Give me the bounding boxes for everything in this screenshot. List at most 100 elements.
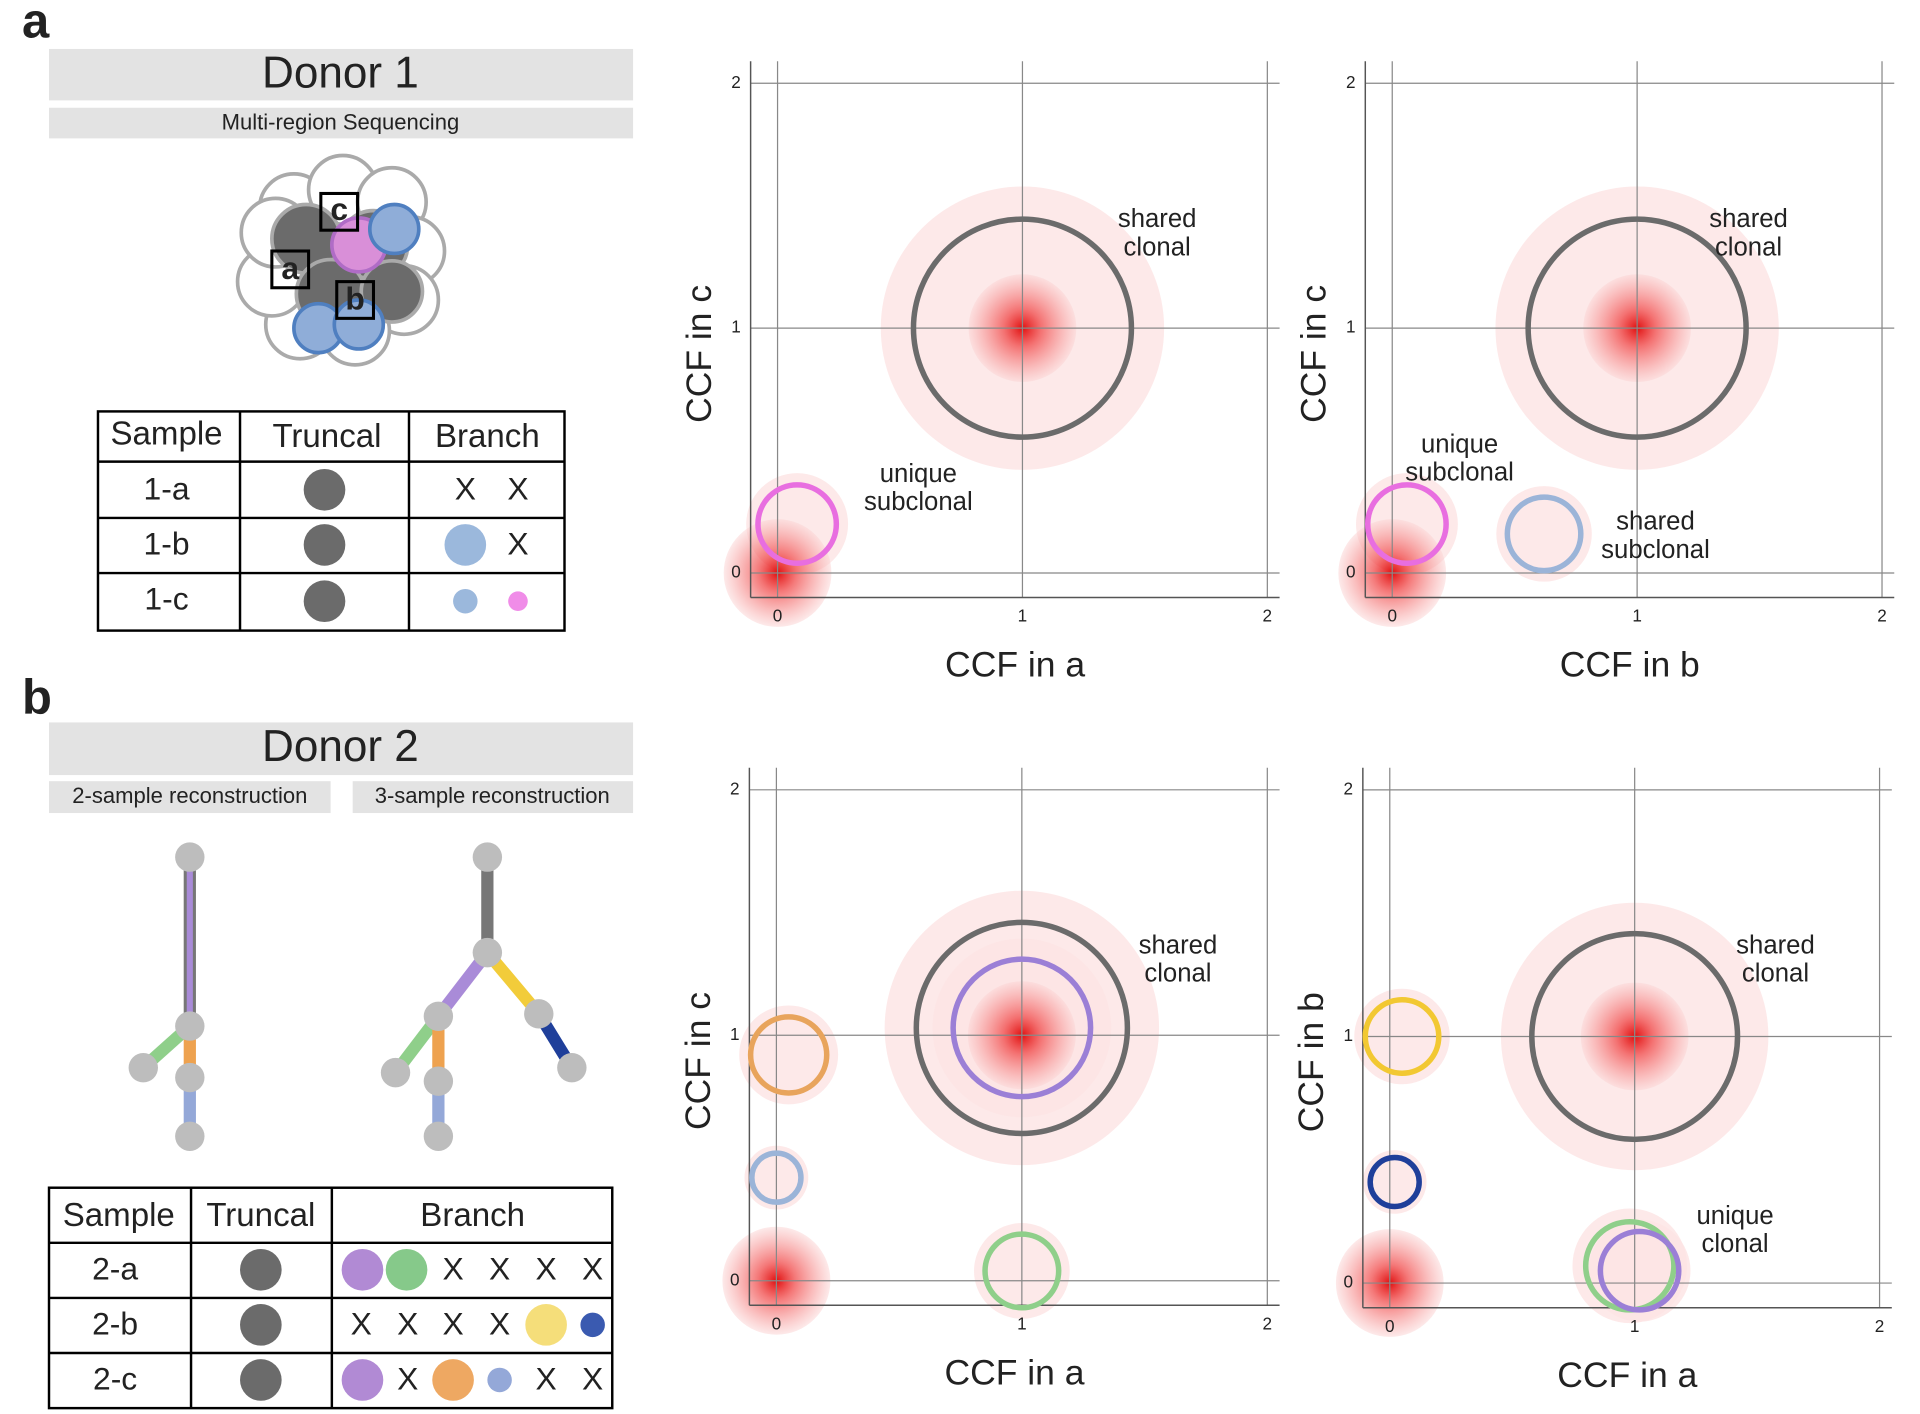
x-tick-label: 2 (1263, 606, 1273, 626)
annotation: subclonal (1601, 536, 1710, 564)
table-header: Branch (420, 1197, 525, 1234)
y-tick-label: 2 (1344, 778, 1354, 798)
y-tick-label: 0 (1346, 562, 1356, 582)
table-cell: X (442, 1305, 463, 1341)
panel-subtitle: Multi-region Sequencing (222, 109, 460, 134)
cluster-circle (1367, 1154, 1422, 1210)
y-tick-label: 1 (730, 1024, 740, 1044)
table-cell: 2-c (93, 1361, 137, 1397)
annotation: subclonal (1405, 459, 1514, 487)
cluster-circle (1504, 494, 1584, 574)
subtitle-bar (352, 781, 634, 814)
panel-label: a (22, 0, 50, 48)
density-halo (739, 1005, 839, 1105)
table-cell: X (489, 1305, 510, 1341)
x-tick-label: 1 (1630, 1316, 1640, 1336)
x-axis-label: CCF in b (1560, 645, 1700, 685)
x-tick-label: 0 (773, 606, 783, 626)
table-cell: X (536, 1361, 557, 1397)
x-tick-label: 2 (1877, 606, 1887, 626)
annotation: clonal (1124, 233, 1191, 261)
table-cell: X (582, 1361, 603, 1397)
table-cell: X (507, 526, 528, 562)
y-tick-label: 1 (1346, 317, 1356, 337)
annotation: clonal (1742, 959, 1809, 987)
panel-subtitle: 2-sample reconstruction (72, 783, 307, 808)
region-label: a (281, 250, 299, 286)
cluster-circle (749, 1150, 804, 1205)
table (96, 410, 566, 632)
cluster-circle (1597, 1228, 1682, 1313)
subtitle-bar (49, 107, 634, 139)
annotation: shared (1139, 931, 1218, 959)
table (47, 1186, 614, 1410)
y-tick-label: 2 (731, 72, 741, 92)
panel-subtitle: 3-sample reconstruction (375, 783, 610, 808)
cluster-circle (1362, 997, 1442, 1076)
x-tick-label: 0 (1387, 606, 1397, 626)
y-tick-label: 0 (731, 562, 741, 582)
phylo-tree (128, 842, 587, 1151)
table-cell: X (397, 1305, 418, 1341)
y-tick-label: 1 (1344, 1025, 1354, 1045)
x-tick-label: 0 (1385, 1316, 1395, 1336)
y-axis-label: CCF in c (1294, 285, 1334, 423)
y-axis-label: CCF in c (679, 285, 719, 423)
annotation: clonal (1715, 233, 1782, 261)
table-cell: X (442, 1250, 463, 1286)
subtitle-bar (49, 781, 331, 814)
table-cell: X (507, 470, 528, 506)
y-tick-label: 0 (730, 1269, 740, 1289)
annotation: subclonal (864, 488, 973, 516)
annotation: unique (1421, 430, 1498, 458)
y-tick-label: 2 (730, 778, 740, 798)
cluster-circle (1364, 482, 1449, 567)
y-axis-label: CCF in b (1291, 992, 1331, 1132)
cluster-circle (910, 216, 1135, 440)
annotation: unique (1696, 1202, 1773, 1230)
panel-title: Donor 2 (262, 722, 419, 771)
annotation: shared (1709, 205, 1788, 233)
cluster-circle (982, 1231, 1062, 1311)
table-cell: X (397, 1361, 418, 1397)
x-tick-label: 2 (1263, 1313, 1273, 1333)
table-cell: 2-b (92, 1305, 138, 1341)
cluster-circle (755, 482, 840, 567)
table-header: Sample (111, 416, 223, 453)
cluster-circle (1529, 930, 1741, 1143)
cluster-circle (747, 1014, 830, 1096)
table-cell: X (582, 1250, 603, 1286)
x-axis-label: CCF in a (1557, 1355, 1697, 1395)
y-tick-label: 0 (1344, 1272, 1354, 1292)
title-bar (49, 48, 634, 101)
y-tick-label: 2 (1346, 72, 1356, 92)
x-tick-label: 0 (772, 1313, 782, 1333)
region-label: b (345, 281, 364, 317)
table-header: Truncal (206, 1197, 315, 1234)
table-cell: X (489, 1250, 510, 1286)
table-cell: X (351, 1305, 372, 1341)
panel-title: Donor 1 (262, 49, 419, 98)
y-axis-label: CCF in c (678, 992, 718, 1130)
tumor-illustration (235, 153, 447, 367)
table-cell: X (536, 1250, 557, 1286)
y-tick-label: 1 (731, 317, 741, 337)
annotation: unique (880, 460, 957, 488)
x-tick-label: 2 (1875, 1316, 1885, 1336)
density-halo (1496, 486, 1592, 582)
x-tick-label: 1 (1018, 606, 1028, 626)
table-cell: 1-b (144, 526, 190, 562)
region-label: c (330, 191, 348, 227)
table-cell: 1-c (144, 581, 188, 617)
cluster-circle (950, 956, 1094, 1100)
annotation: shared (1118, 205, 1197, 233)
x-tick-label: 1 (1632, 606, 1642, 626)
x-tick-label: 1 (1017, 1313, 1027, 1333)
table-cell: 1-a (144, 470, 190, 506)
table-header: Branch (435, 418, 540, 455)
table-icons (240, 1248, 605, 1401)
table-header: Sample (63, 1197, 175, 1234)
annotation: shared (1616, 508, 1695, 536)
annotation: clonal (1144, 959, 1211, 987)
